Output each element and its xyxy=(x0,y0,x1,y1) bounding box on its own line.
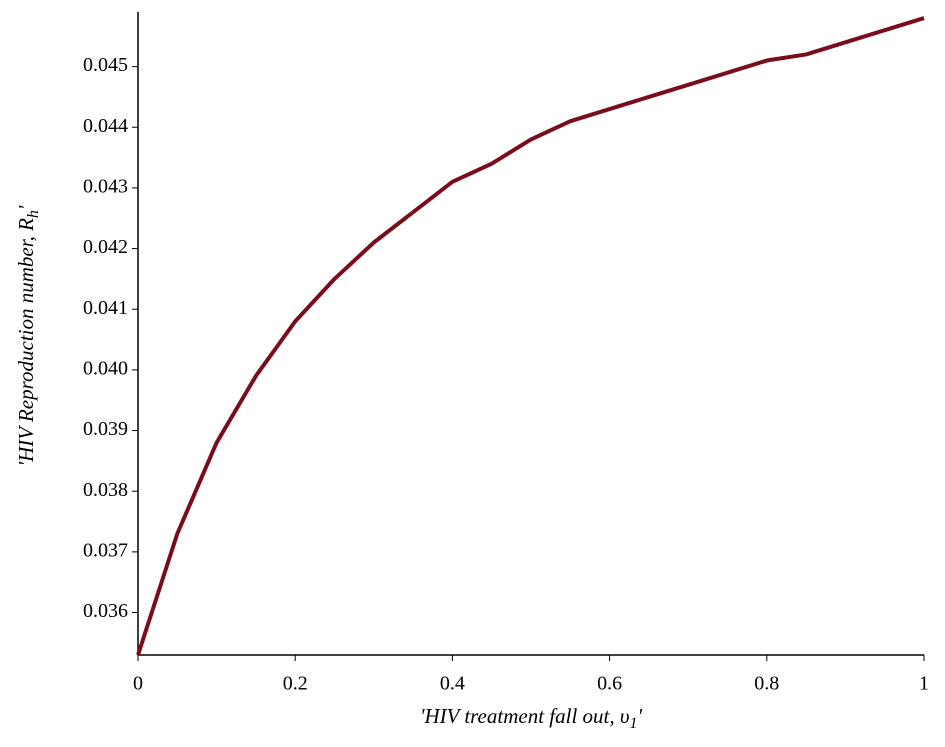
y-tick-label: 0.040 xyxy=(83,357,128,379)
x-tick-label: 0.8 xyxy=(754,673,779,695)
y-axis-title-text: 'HIV Reproduction number, R xyxy=(14,218,38,466)
x-tick-label: 0 xyxy=(133,673,143,695)
y-tick-label: 0.042 xyxy=(83,236,128,258)
y-tick-label: 0.038 xyxy=(83,479,128,501)
x-axis-title-sub: 1 xyxy=(630,715,638,732)
y-axis-title-end: ' xyxy=(14,205,38,210)
y-axis-title: 'HIV Reproduction number, Rh' xyxy=(14,205,42,466)
y-tick-label: 0.036 xyxy=(83,600,128,622)
y-tick-label: 0.045 xyxy=(83,54,128,76)
y-tick-label: 0.037 xyxy=(83,539,128,561)
x-axis-title-end: ' xyxy=(638,704,643,728)
y-tick-label: 0.039 xyxy=(83,418,128,440)
data-line xyxy=(136,16,925,656)
x-tick-label: 0.6 xyxy=(597,673,622,695)
y-tick-label: 0.044 xyxy=(83,115,128,137)
x-axis-title-text: 'HIV treatment fall out, υ xyxy=(420,704,630,728)
x-axis-title: 'HIV treatment fall out, υ1' xyxy=(420,704,643,732)
x-tick-label: 0.4 xyxy=(440,673,465,695)
x-tick-label: 0.2 xyxy=(283,673,308,695)
y-tick-label: 0.043 xyxy=(83,176,128,198)
y-axis-title-sub: h xyxy=(25,210,42,218)
y-tick-label: 0.041 xyxy=(83,297,128,319)
x-tick-label: 1 xyxy=(919,673,929,695)
